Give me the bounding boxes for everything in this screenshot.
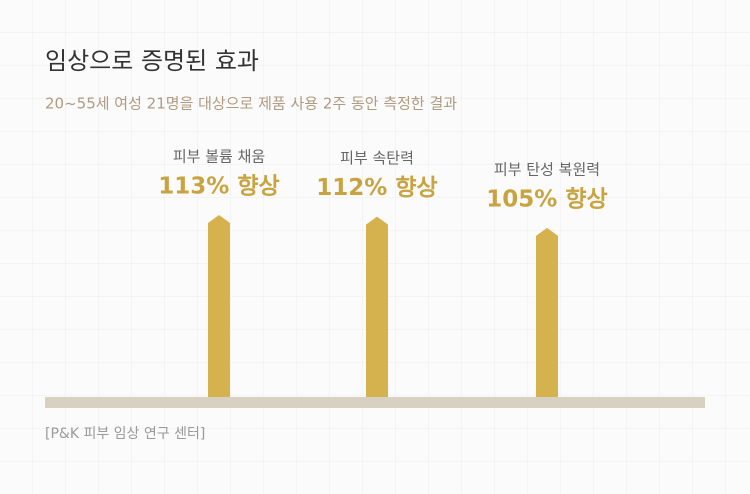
category-label: 피부 속탄력 <box>340 149 414 167</box>
value-label: 105% 향상 <box>486 186 607 212</box>
baseline <box>45 397 705 408</box>
bar <box>366 216 388 397</box>
bar <box>536 227 558 397</box>
value-label: 112% 향상 <box>316 175 437 201</box>
value-label: 113% 향상 <box>158 174 279 200</box>
chart-subtitle: 20~55세 여성 21명을 대상으로 제품 사용 2주 동안 측정한 결과 <box>45 95 457 113</box>
chart-title: 임상으로 증명된 효과 <box>45 47 259 75</box>
bar <box>208 215 230 397</box>
category-label: 피부 볼륨 채움 <box>173 148 265 166</box>
source: [P&K 피부 임상 연구 센터] <box>45 426 205 442</box>
category-label: 피부 탄성 복원력 <box>494 160 600 178</box>
